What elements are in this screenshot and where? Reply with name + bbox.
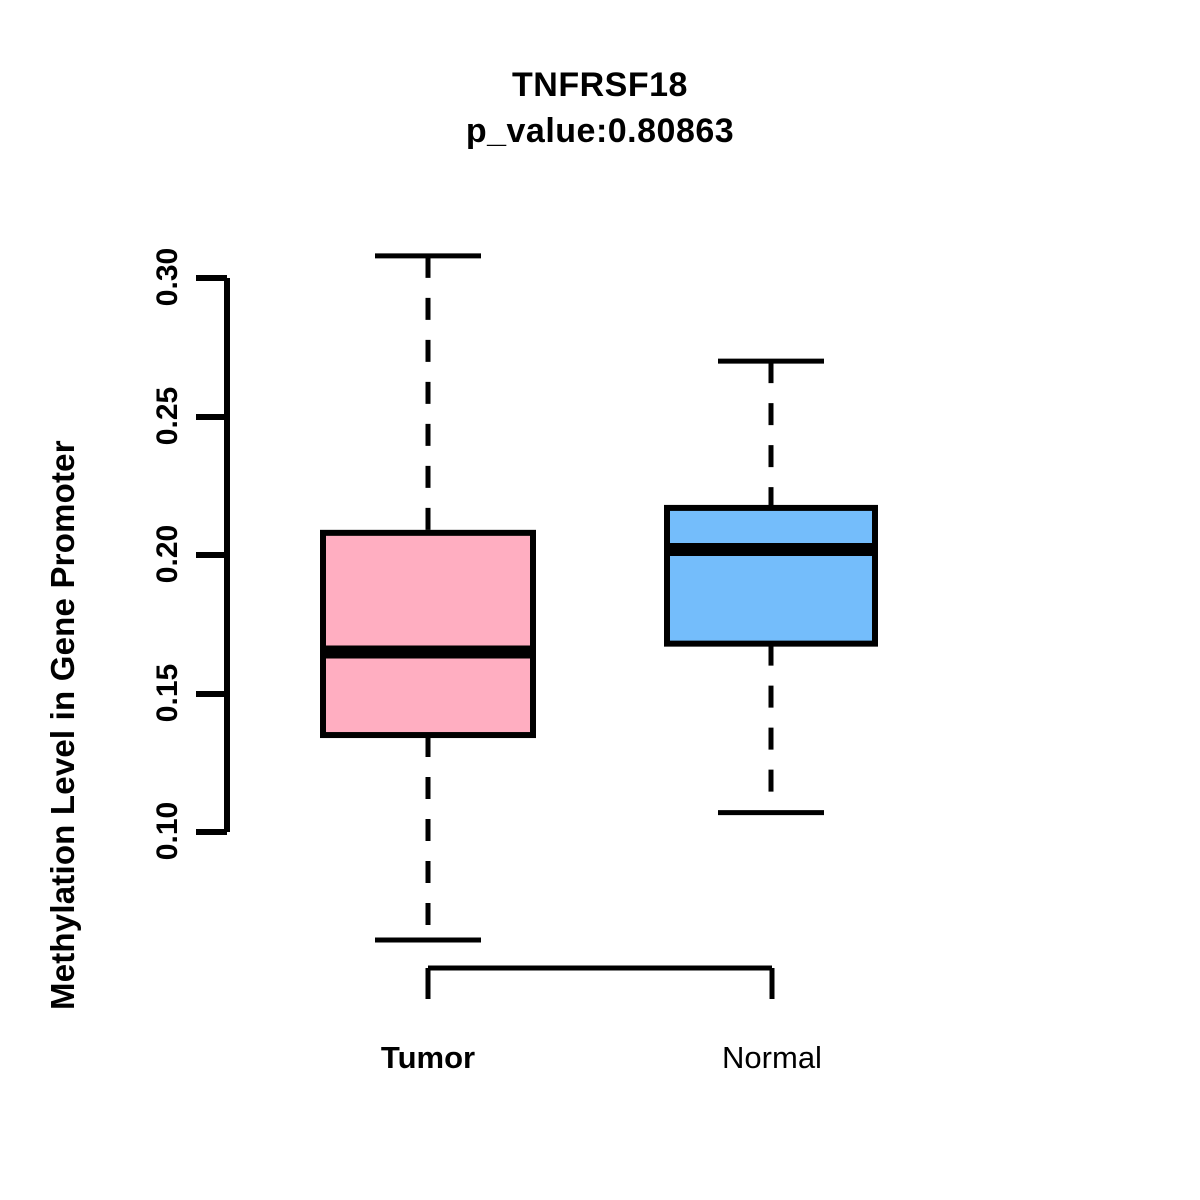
box-normal[interactable] (664, 358, 878, 816)
x-tick-label-normal: Normal (722, 1040, 822, 1075)
x-tick-label-tumor: Tumor (380, 1040, 476, 1075)
box-body-normal (664, 504, 878, 647)
box-body-tumor (320, 529, 536, 739)
y-axis (196, 275, 230, 835)
box-tumor[interactable] (320, 253, 536, 943)
x-axis (425, 965, 775, 999)
